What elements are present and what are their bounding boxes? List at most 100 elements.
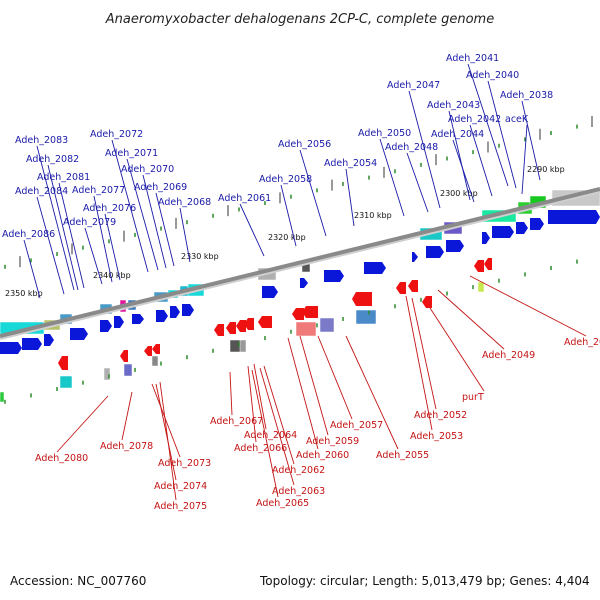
map-title: Anaeromyxobacter dehalogenans 2CP-C, com… (105, 12, 494, 27)
reverse-gene-label: Adeh_2060 (296, 450, 349, 461)
forward-gene-arrow (22, 338, 42, 350)
tick-marks (4, 115, 593, 404)
forward-gene-label: Adeh_2043 (427, 100, 480, 111)
forward-leader-line (58, 182, 85, 289)
forward-gene-label: aceK (505, 114, 529, 125)
reverse-gene-arrow (474, 260, 484, 272)
forward-leader-line (467, 63, 509, 187)
forward-gene-arrow (426, 246, 444, 258)
gene-label-leaders (23, 63, 587, 501)
forward-gene-arrow (324, 270, 344, 282)
reverse-gene-arrow (258, 316, 272, 328)
forward-leader-line (179, 207, 191, 263)
forward-leader-line (23, 239, 41, 299)
gene-labels: Adeh_2041 Adeh_2040 Adeh_2038 Adeh_2047 Adeh… (2, 53, 600, 512)
forward-gene-arrow (530, 218, 544, 230)
reverse-gene-arrow (352, 292, 372, 306)
kbp-label: 2290 kbp (527, 165, 565, 174)
feature-box (355, 309, 377, 325)
reverse-leader-line (299, 335, 329, 436)
reverse-gene-label: Adeh_2055 (376, 450, 429, 461)
reverse-leader-line (345, 335, 399, 450)
forward-gene-label: Adeh_2086 (2, 229, 55, 240)
kbp-label: 2320 kbp (268, 233, 306, 242)
reverse-leader-line (151, 383, 181, 458)
forward-leader-line (155, 192, 175, 267)
reverse-gene-arrow (226, 322, 236, 334)
forward-gene-arrow (412, 252, 418, 262)
forward-gene-label: Adeh_2077 (72, 185, 125, 196)
reverse-gene-label: Adeh_2062 (272, 465, 325, 476)
reverse-gene-arrow (144, 346, 152, 356)
reverse-gene-label: Adeh_2064 (244, 430, 297, 441)
reverse-leader-line (121, 391, 133, 441)
forward-gene-label: Adeh_2058 (259, 174, 312, 185)
forward-gene-label: Adeh_2061 (218, 193, 271, 204)
forward-gene-arrow (114, 316, 124, 328)
forward-gene-arrow (132, 314, 144, 324)
forward-gene-arrow (446, 240, 464, 252)
reverse-leader-line (429, 307, 485, 392)
accession-text: Accession: NC_007760 (10, 574, 147, 588)
forward-gene-arrow (548, 210, 600, 224)
reverse-gene-arrow (396, 282, 406, 294)
kbp-label: 2340 kbp (93, 271, 131, 280)
forward-gene-label: Adeh_2041 (446, 53, 499, 64)
forward-leader-line (408, 90, 441, 209)
feature-box (123, 363, 133, 377)
kbp-label: 2310 kbp (354, 211, 392, 220)
forward-leader-line (487, 80, 517, 189)
reverse-gene-label: Adeh_2053 (410, 431, 463, 442)
reverse-leader-line (263, 365, 295, 465)
reverse-gene-label: Adeh_2080 (35, 453, 88, 464)
kbp-label: 2300 kbp (440, 189, 478, 198)
forward-gene-label: Adeh_2056 (278, 139, 331, 150)
feature-box (103, 367, 111, 381)
forward-gene-arrow (492, 226, 514, 238)
reverse-leader-line (405, 295, 433, 431)
reverse-gene-arrow (236, 320, 246, 332)
forward-leader-line (521, 100, 541, 181)
gene-arrows (0, 210, 600, 370)
feature-box (59, 375, 73, 389)
forward-gene-label: Adeh_2069 (134, 182, 187, 193)
reverse-leader-line (251, 369, 279, 498)
forward-leader-line (379, 138, 405, 217)
reverse-gene-arrow (302, 306, 318, 318)
reverse-gene-label: Adeh_2052 (414, 410, 467, 421)
reverse-gene-label: Adeh_2065 (256, 498, 309, 509)
reverse-gene-arrow (292, 308, 304, 320)
forward-leader-line (299, 149, 327, 237)
forward-leader-line (448, 110, 471, 201)
reverse-leader-line (469, 275, 587, 337)
forward-gene-arrow (516, 222, 528, 234)
forward-gene-label: Adeh_2084 (15, 186, 68, 197)
forward-leader-line (111, 139, 149, 273)
reverse-leader-line (247, 365, 257, 443)
forward-gene-label: Adeh_2040 (466, 70, 519, 81)
forward-leader-line (280, 184, 297, 247)
forward-gene-label: Adeh_2079 (63, 217, 116, 228)
forward-leader-line (36, 196, 65, 295)
reverse-gene-arrow (484, 258, 492, 270)
forward-gene-label: Adeh_2042 (448, 114, 501, 125)
reverse-leader-line (437, 289, 505, 350)
forward-gene-label: Adeh_2044 (431, 129, 484, 140)
reverse-gene-label: Adeh_2073 (158, 458, 211, 469)
reverse-gene-arrow (214, 324, 224, 336)
forward-leader-line (345, 168, 355, 227)
forward-gene-arrow (300, 278, 308, 288)
reverse-leader-line (159, 381, 177, 501)
forward-gene-arrow (70, 328, 88, 340)
reverse-gene-arrow (120, 350, 128, 362)
reverse-gene-label: Adeh_2049 (482, 350, 535, 361)
forward-leader-line (126, 158, 159, 271)
reverse-leader-line (287, 337, 319, 450)
reverse-gene-label: Adeh_2075 (154, 501, 207, 512)
forward-leader-line (469, 124, 493, 197)
reverse-leader-line (56, 395, 109, 453)
feature-box (477, 281, 485, 293)
reverse-gene-label: purT (462, 392, 484, 403)
